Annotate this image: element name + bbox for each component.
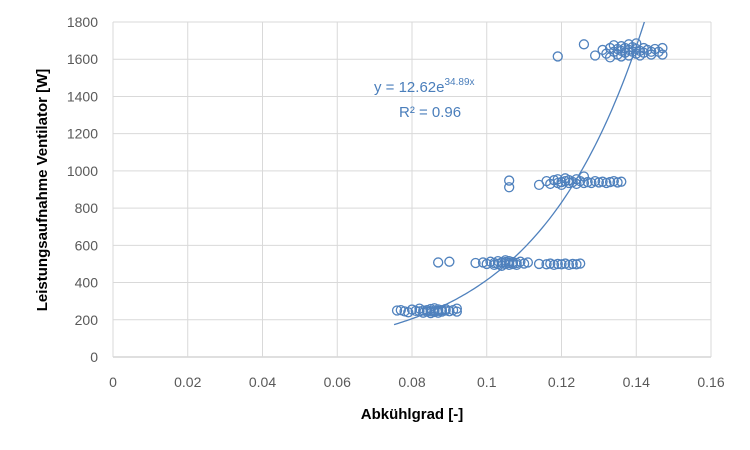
trendline-equation: y = 12.62e34.89x bbox=[374, 77, 475, 96]
data-point bbox=[612, 177, 623, 188]
y-tick-label: 1200 bbox=[67, 126, 98, 142]
data-point bbox=[601, 48, 612, 59]
data-point bbox=[556, 259, 567, 270]
data-point bbox=[545, 178, 556, 190]
y-tick-label: 600 bbox=[75, 237, 99, 253]
data-point bbox=[589, 50, 601, 61]
data-point bbox=[470, 257, 481, 269]
data-point bbox=[399, 306, 410, 317]
x-tick-label: 0.04 bbox=[249, 374, 276, 390]
data-point bbox=[604, 176, 616, 188]
y-axis-ticks: 0 200 400 600 800 1000 1200 1400 1600 1800 bbox=[67, 14, 98, 365]
data-point bbox=[601, 177, 612, 189]
y-tick-label: 400 bbox=[75, 275, 99, 291]
data-point bbox=[567, 258, 578, 270]
grid bbox=[112, 21, 712, 358]
data-point bbox=[548, 259, 560, 271]
data-point bbox=[552, 258, 563, 270]
data-point bbox=[593, 177, 605, 188]
x-tick-label: 0.12 bbox=[548, 374, 575, 390]
data-point bbox=[657, 49, 668, 60]
data-point bbox=[608, 40, 619, 51]
x-tick-label: 0.14 bbox=[623, 374, 650, 390]
x-tick-label: 0.06 bbox=[324, 374, 351, 390]
data-point bbox=[578, 177, 590, 189]
x-tick-label: 0.02 bbox=[174, 374, 201, 390]
data-points bbox=[391, 38, 668, 319]
y-tick-label: 1800 bbox=[67, 14, 98, 30]
data-point bbox=[451, 306, 463, 317]
data-point bbox=[451, 303, 463, 314]
data-point bbox=[571, 259, 582, 270]
data-point bbox=[552, 51, 563, 62]
data-point bbox=[533, 258, 545, 270]
data-point bbox=[541, 259, 552, 270]
data-point bbox=[578, 39, 590, 50]
trendline bbox=[393, 22, 646, 326]
data-point bbox=[604, 52, 616, 63]
x-axis-title: Abkühlgrad [-] bbox=[361, 406, 464, 423]
data-point bbox=[391, 305, 403, 316]
data-point bbox=[657, 42, 668, 54]
data-point bbox=[597, 44, 608, 56]
data-point bbox=[504, 182, 515, 193]
y-tick-label: 200 bbox=[75, 312, 99, 328]
data-point bbox=[444, 256, 455, 267]
data-point bbox=[522, 257, 534, 268]
data-point bbox=[575, 258, 586, 269]
y-tick-label: 800 bbox=[75, 200, 99, 216]
data-point bbox=[489, 259, 500, 271]
x-tick-label: 0 bbox=[109, 374, 117, 390]
data-point bbox=[616, 176, 627, 187]
x-axis-ticks: 0 0.02 0.04 0.06 0.08 0.1 0.12 0.14 0.16 bbox=[109, 374, 725, 390]
data-point bbox=[556, 176, 567, 188]
data-point bbox=[504, 175, 515, 186]
y-tick-label: 1600 bbox=[67, 51, 98, 67]
y-axis-title: Leistungsaufnahme Ventilator [W] bbox=[34, 69, 51, 312]
data-point bbox=[563, 259, 575, 271]
data-point bbox=[616, 51, 627, 62]
x-tick-label: 0.08 bbox=[398, 374, 425, 390]
y-tick-label: 1000 bbox=[67, 163, 98, 179]
data-point bbox=[578, 171, 590, 182]
y-tick-label: 1400 bbox=[67, 88, 98, 104]
data-point bbox=[582, 176, 593, 188]
x-tick-label: 0.1 bbox=[477, 374, 497, 390]
x-tick-label: 0.16 bbox=[697, 374, 724, 390]
y-tick-label: 0 bbox=[90, 349, 98, 365]
trendline-r2: R² = 0.96 bbox=[399, 104, 461, 121]
trendline-layer bbox=[393, 22, 646, 326]
data-point bbox=[646, 49, 657, 60]
data-point bbox=[433, 257, 444, 268]
